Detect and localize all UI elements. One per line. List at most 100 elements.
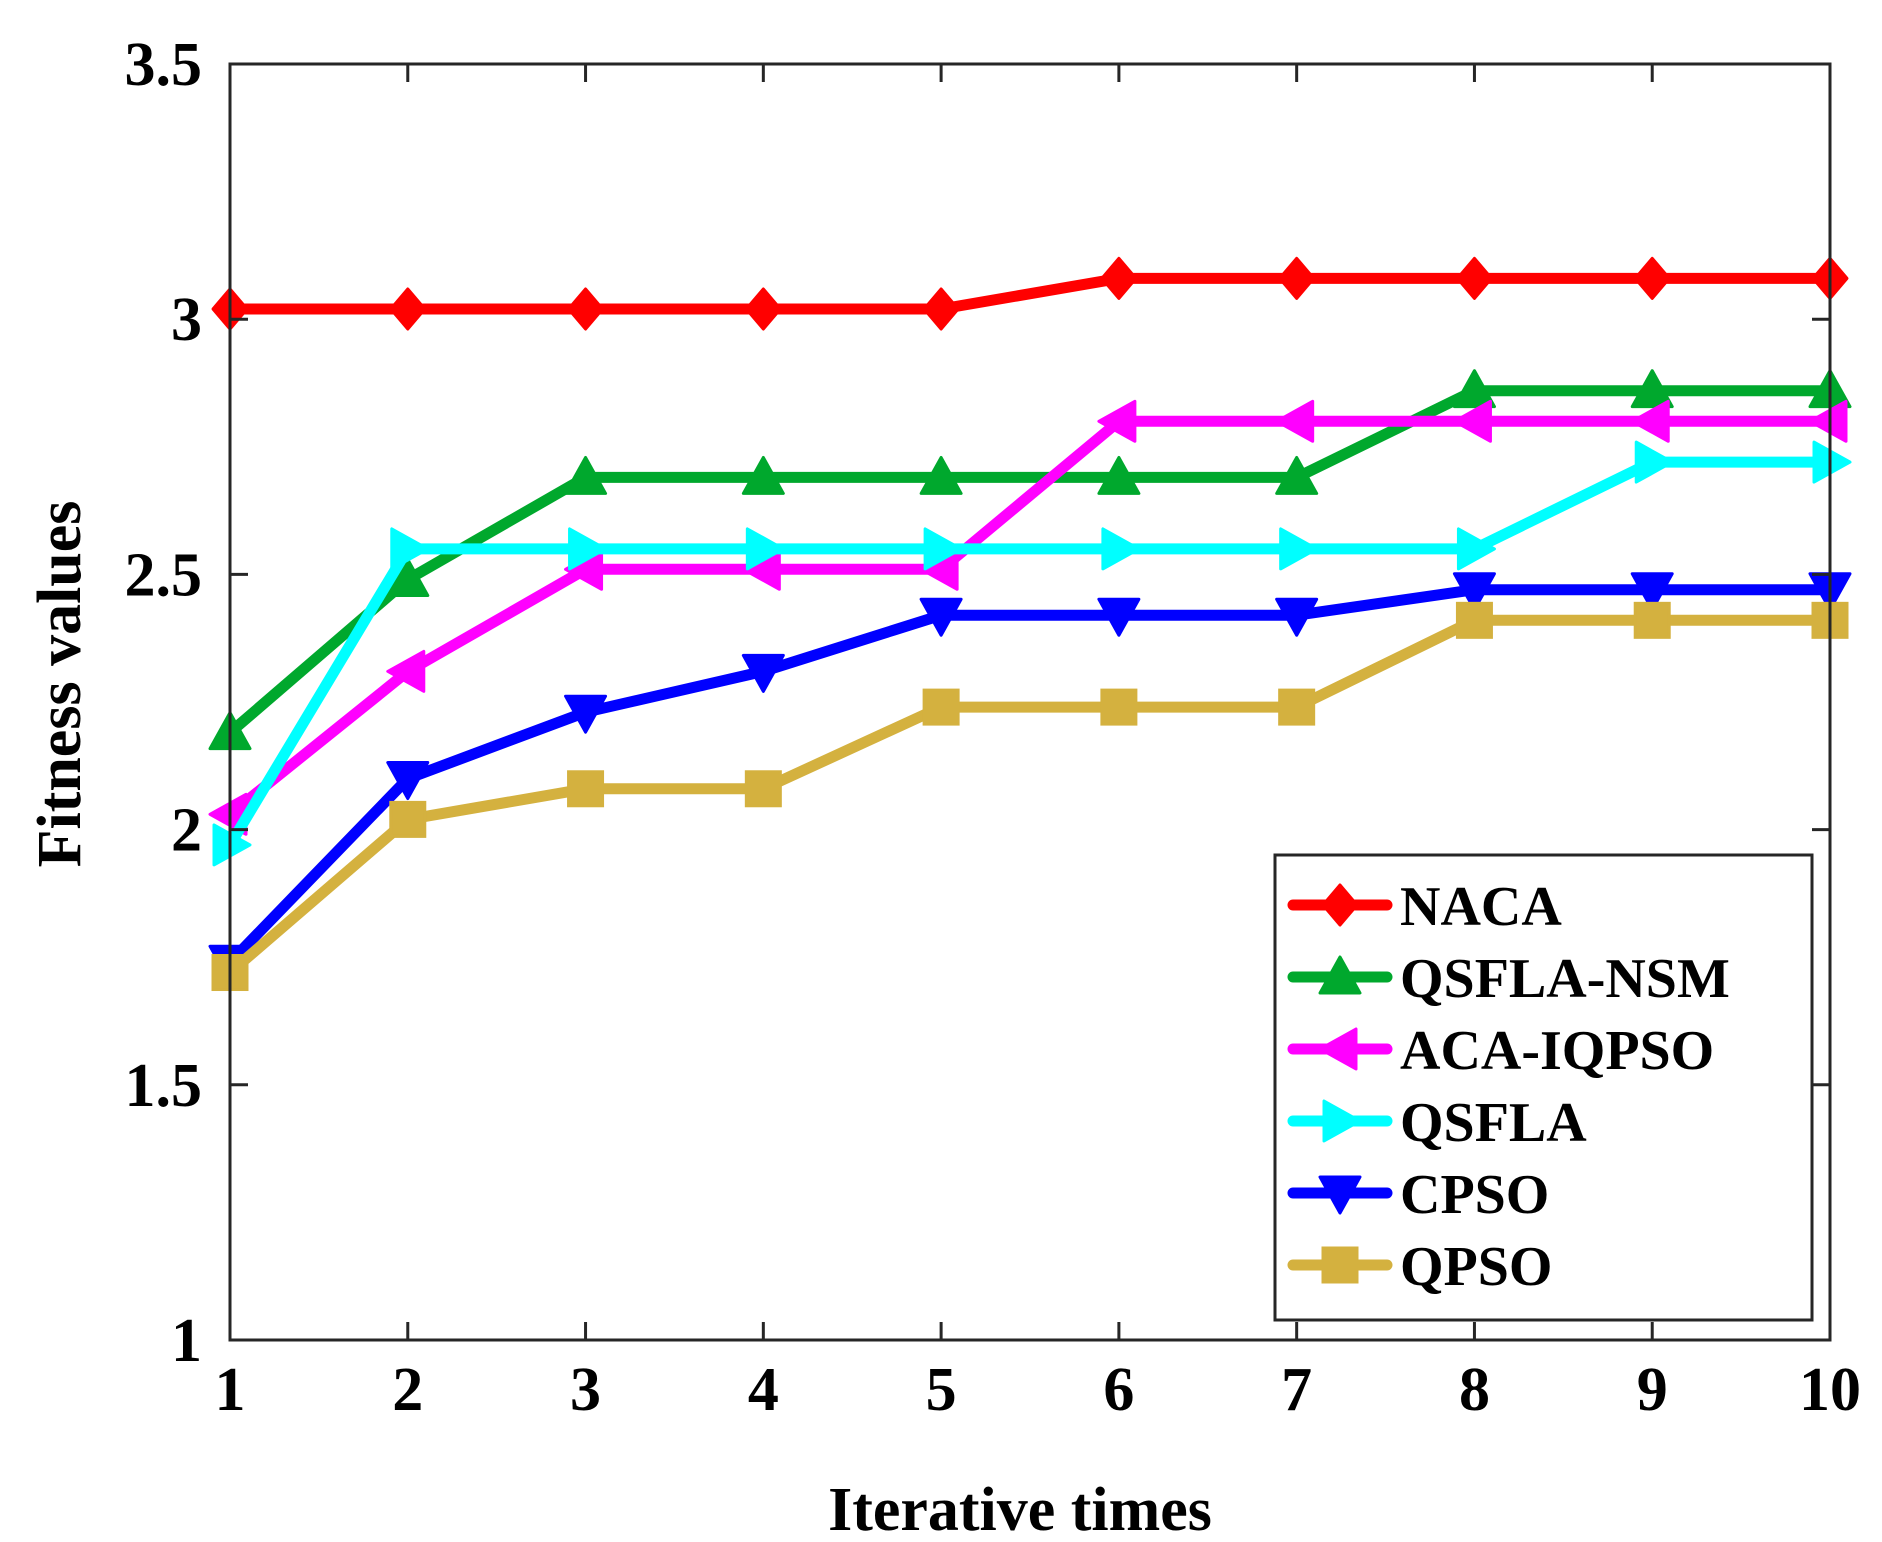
data-point <box>745 527 785 571</box>
legend-swatch-marker <box>1318 1175 1362 1215</box>
data-point <box>1452 399 1492 443</box>
series-qsfla-nsm <box>208 369 1852 751</box>
legend-entry: QPSO <box>1287 1236 1552 1298</box>
data-point <box>386 761 430 801</box>
legend-entry: QSFLA <box>1287 1092 1587 1154</box>
x-tick-label: 8 <box>1459 1356 1490 1424</box>
x-tick-label: 9 <box>1637 1356 1668 1424</box>
data-point <box>390 527 430 571</box>
x-tick-label: 10 <box>1799 1356 1861 1424</box>
data-point <box>919 597 963 637</box>
data-point <box>1634 440 1674 484</box>
data-point <box>1101 527 1141 571</box>
y-tick-label: 3.5 <box>125 31 203 99</box>
data-point <box>1278 688 1316 726</box>
axes-layer: 1 1.5 2 2.5 3 3.5 1 2 3 4 5 6 7 8 9 10 <box>125 31 1862 1424</box>
x-tick-label: 5 <box>926 1356 957 1424</box>
legend-swatch-marker <box>1321 883 1359 927</box>
series-line <box>224 584 1836 968</box>
data-point <box>744 287 782 331</box>
data-point <box>567 770 605 808</box>
series-line <box>224 415 1836 820</box>
legend-label: QSFLA-NSM <box>1400 948 1730 1010</box>
y-tick-label: 1.5 <box>125 1052 203 1120</box>
data-point <box>1455 601 1493 639</box>
data-point <box>1630 369 1674 409</box>
series-aca-iqpso <box>208 399 1848 836</box>
data-point <box>389 287 427 331</box>
data-point <box>1452 572 1496 612</box>
legend-label: CPSO <box>1400 1164 1549 1226</box>
series-line <box>224 456 1836 851</box>
series-line <box>224 272 1836 315</box>
x-tick-label: 3 <box>570 1356 601 1424</box>
data-point <box>1100 688 1138 726</box>
legend-label: QSFLA <box>1400 1092 1587 1154</box>
data-point <box>1633 256 1671 300</box>
series-qpso <box>211 601 1849 992</box>
legend-label: QPSO <box>1400 1236 1552 1298</box>
y-axis-title: Fitness values <box>26 501 94 868</box>
data-point <box>1808 399 1848 443</box>
data-point <box>922 688 960 726</box>
legend-swatch-marker <box>1318 955 1362 995</box>
data-point <box>1630 572 1674 612</box>
series-layer <box>208 256 1852 992</box>
x-tick-label: 2 <box>392 1356 423 1424</box>
data-point <box>564 694 608 734</box>
plot-frame <box>228 62 1832 1342</box>
data-point <box>1630 399 1670 443</box>
data-point <box>1455 256 1493 300</box>
data-point <box>1100 256 1138 300</box>
data-point <box>1097 597 1141 637</box>
data-point <box>1456 527 1496 571</box>
data-point <box>1633 601 1671 639</box>
y-tick-label: 2 <box>171 797 202 865</box>
legend-entry: NACA <box>1287 876 1562 938</box>
y-tick-label: 1 <box>171 1307 202 1375</box>
y-tick-label: 3 <box>171 286 202 354</box>
data-point <box>1097 399 1137 443</box>
data-point <box>741 653 785 693</box>
data-point <box>564 455 608 495</box>
legend-swatch-marker <box>1318 1027 1358 1071</box>
series-qsfla <box>212 440 1852 867</box>
y-tick-label: 2.5 <box>125 541 203 609</box>
x-tick-label: 4 <box>748 1356 779 1424</box>
x-tick-label: 1 <box>215 1356 246 1424</box>
legend-entry: QSFLA-NSM <box>1287 948 1730 1010</box>
data-point <box>1275 399 1315 443</box>
data-point <box>919 455 963 495</box>
legend-swatch-marker <box>1322 1099 1362 1143</box>
data-point <box>922 287 960 331</box>
legend-label: ACA-IQPSO <box>1400 1020 1714 1082</box>
legend-label: NACA <box>1400 876 1562 938</box>
data-point <box>1275 455 1319 495</box>
x-tick-label: 7 <box>1281 1356 1312 1424</box>
data-point <box>1278 256 1316 300</box>
data-point <box>389 800 427 838</box>
series-naca <box>211 256 1849 331</box>
data-point <box>568 527 608 571</box>
data-point <box>1812 440 1852 484</box>
data-point <box>923 527 963 571</box>
data-point <box>386 558 430 598</box>
legend-box <box>1273 853 1814 1322</box>
data-point <box>212 823 252 867</box>
x-tick-label: 6 <box>1103 1356 1134 1424</box>
data-point <box>741 455 785 495</box>
x-axis-title: Iterative times <box>828 1476 1212 1542</box>
legend-swatch-marker <box>1321 1246 1359 1284</box>
legend-entry: ACA-IQPSO <box>1287 1020 1714 1082</box>
data-point <box>1279 527 1319 571</box>
series-line <box>224 385 1836 739</box>
series-line <box>224 614 1836 978</box>
data-point <box>1452 369 1496 409</box>
data-point <box>386 649 426 693</box>
legend: NACA QSFLA-NSM ACA-IQPSO QSFLA CPSO QPSO <box>1273 853 1814 1322</box>
data-point <box>744 770 782 808</box>
legend-entry: CPSO <box>1287 1164 1549 1226</box>
data-point <box>1097 455 1141 495</box>
data-point <box>567 287 605 331</box>
